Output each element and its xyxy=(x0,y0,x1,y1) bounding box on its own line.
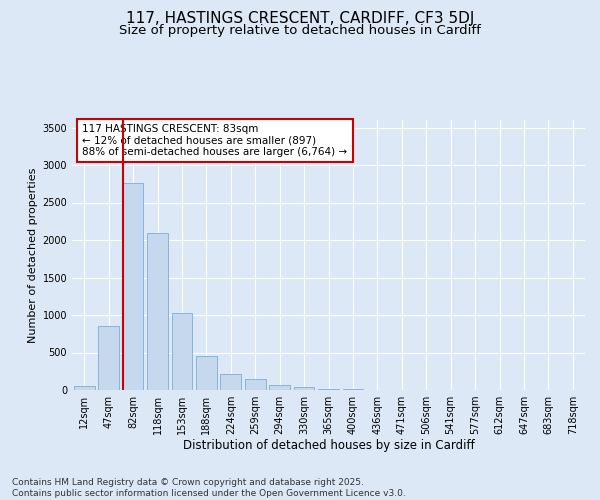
Bar xyxy=(343,389,364,390)
Text: 117 HASTINGS CRESCENT: 83sqm
← 12% of detached houses are smaller (897)
88% of s: 117 HASTINGS CRESCENT: 83sqm ← 12% of de… xyxy=(82,124,347,157)
Bar xyxy=(293,388,314,390)
Bar xyxy=(147,232,168,390)
X-axis label: Distribution of detached houses by size in Cardiff: Distribution of detached houses by size … xyxy=(182,438,475,452)
Text: 117, HASTINGS CRESCENT, CARDIFF, CF3 5DJ: 117, HASTINGS CRESCENT, CARDIFF, CF3 5DJ xyxy=(126,11,474,26)
Bar xyxy=(245,379,266,390)
Bar xyxy=(74,386,95,390)
Bar xyxy=(196,356,217,390)
Bar xyxy=(98,326,119,390)
Y-axis label: Number of detached properties: Number of detached properties xyxy=(28,168,38,342)
Bar xyxy=(220,374,241,390)
Text: Size of property relative to detached houses in Cardiff: Size of property relative to detached ho… xyxy=(119,24,481,37)
Bar xyxy=(269,385,290,390)
Bar xyxy=(172,313,193,390)
Text: Contains HM Land Registry data © Crown copyright and database right 2025.
Contai: Contains HM Land Registry data © Crown c… xyxy=(12,478,406,498)
Bar xyxy=(318,388,339,390)
Bar xyxy=(122,183,143,390)
